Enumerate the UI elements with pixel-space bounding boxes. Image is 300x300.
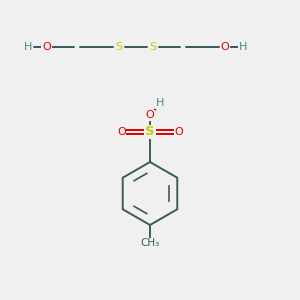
Text: O: O: [42, 41, 51, 52]
Text: H: H: [24, 41, 33, 52]
Text: S: S: [145, 125, 155, 139]
Text: S: S: [149, 41, 157, 52]
Text: O: O: [117, 127, 126, 137]
Text: H: H: [155, 98, 164, 109]
Text: O: O: [146, 110, 154, 121]
Text: O: O: [174, 127, 183, 137]
Text: S: S: [115, 41, 122, 52]
Text: CH₃: CH₃: [140, 238, 160, 248]
Text: O: O: [220, 41, 230, 52]
Text: H: H: [239, 41, 247, 52]
